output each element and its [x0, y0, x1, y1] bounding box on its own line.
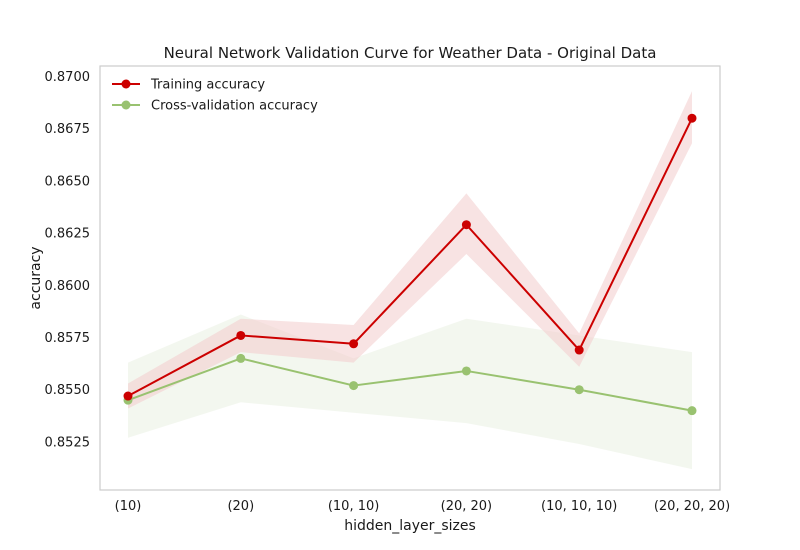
legend: Training accuracy Cross-validation accura…: [112, 78, 318, 114]
x-axis-ticks: (10) (20) (10, 10) (20, 20) (10, 10, 10) (20,…: [115, 499, 731, 514]
y-tick-label: 0.8525: [45, 435, 91, 450]
cross-validation-accuracy-point: [349, 381, 359, 391]
training-accuracy-point: [687, 113, 697, 123]
y-axis-ticks: 0.8525 0.8550 0.8575 0.8600 0.8625 0.8650 0.86…: [45, 70, 91, 451]
training-accuracy-legend-marker: [121, 79, 131, 89]
cross-validation-accuracy-legend-marker: [121, 100, 131, 110]
chart-title: Neural Network Validation Curve for Weat…: [164, 44, 657, 62]
x-tick-label: (20, 20): [441, 499, 493, 514]
cross-validation-accuracy-line: [127, 357, 693, 412]
cross-validation-accuracy-point: [574, 385, 584, 395]
x-tick-label: (20): [227, 499, 254, 514]
y-tick-label: 0.8575: [45, 331, 91, 346]
y-tick-label: 0.8700: [45, 70, 91, 85]
y-tick-label: 0.8625: [45, 227, 91, 242]
cross-validation-accuracy-point: [687, 406, 697, 416]
x-axis-title: hidden_layer_sizes: [344, 518, 476, 534]
training-accuracy-band: [128, 91, 692, 409]
training-accuracy-point: [123, 391, 133, 401]
training-accuracy-point: [349, 339, 359, 349]
y-tick-label: 0.8650: [45, 174, 91, 189]
cross-validation-accuracy-point: [461, 366, 471, 376]
y-tick-label: 0.8675: [45, 122, 91, 137]
x-tick-label: (20, 20, 20): [654, 499, 730, 514]
plot-area-frame: [99, 65, 721, 491]
y-axis-title: accuracy: [28, 246, 44, 309]
cross-validation-accuracy-point: [236, 353, 246, 363]
training-accuracy-point: [236, 330, 246, 340]
training-accuracy-line: [127, 117, 693, 397]
x-tick-label: (10): [115, 499, 142, 514]
y-tick-label: 0.8600: [45, 279, 91, 294]
training-accuracy-point: [461, 220, 471, 230]
x-tick-label: (10, 10, 10): [541, 499, 617, 514]
series-points: [123, 113, 697, 416]
series-lines: [127, 117, 693, 412]
x-tick-label: (10, 10): [328, 499, 380, 514]
training-accuracy-point: [574, 345, 584, 355]
training-accuracy-legend-label: Training accuracy: [150, 78, 265, 93]
cross-validation-accuracy-legend-label: Cross-validation accuracy: [151, 99, 318, 114]
y-tick-label: 0.8550: [45, 383, 91, 398]
confidence-bands: [128, 91, 692, 470]
